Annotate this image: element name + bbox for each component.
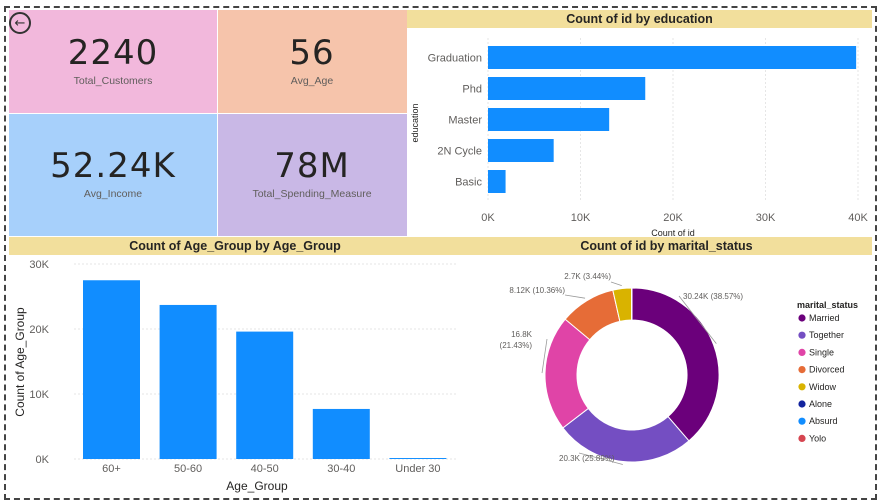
y-tick-label: 30K bbox=[29, 259, 49, 271]
x-tick-label: 10K bbox=[571, 212, 591, 224]
legend-marker bbox=[798, 314, 806, 322]
data-label: 16.8K bbox=[511, 330, 533, 339]
y-category-label: 2N Cycle bbox=[437, 146, 482, 158]
legend-marker bbox=[798, 383, 806, 391]
marital-status-donut-chart: 30.24K (38.57%) 20.3K (25.89%) 16.8K (21.43… bbox=[500, 272, 858, 465]
avg-age-card: 56 Avg_Age bbox=[217, 10, 407, 113]
card-value: 52.24K bbox=[50, 146, 176, 186]
legend-item[interactable]: Widow bbox=[809, 382, 837, 392]
leader-line bbox=[610, 281, 622, 286]
card-label: Avg_Age bbox=[290, 75, 334, 87]
legend-item[interactable]: Yolo bbox=[809, 433, 826, 443]
age-group-bar-chart: 0K 10K 20K 30K 60+ 50-60 40-50 30-40 Under 30 Age… bbox=[13, 259, 457, 493]
legend-item[interactable]: Divorced bbox=[809, 365, 845, 375]
card-label: Total_Spending_Measure bbox=[252, 188, 372, 200]
card-label: Total_Customers bbox=[73, 75, 153, 87]
x-axis-title: Age_Group bbox=[226, 479, 288, 493]
data-label: 2.7K (3.44%) bbox=[564, 272, 611, 281]
back-button[interactable]: ← bbox=[9, 12, 31, 34]
y-category-label: Basic bbox=[455, 177, 482, 189]
card-value: 2240 bbox=[67, 33, 159, 73]
education-bar[interactable] bbox=[488, 46, 857, 69]
education-bar[interactable] bbox=[488, 108, 610, 131]
legend-marker bbox=[798, 417, 806, 425]
x-category-label: Under 30 bbox=[395, 463, 440, 475]
y-category-label: Master bbox=[448, 115, 482, 127]
age-group-chart-title: Count of Age_Group by Age_Group bbox=[9, 237, 461, 255]
y-tick-label: 20K bbox=[29, 324, 49, 336]
education-bar-chart: 0K 10K 20K 30K 40K Graduation Phd Master 2N Cycl… bbox=[410, 38, 868, 236]
y-category-label: Phd bbox=[462, 84, 482, 96]
x-tick-label: 0K bbox=[481, 212, 495, 224]
education-bar[interactable] bbox=[488, 139, 554, 162]
x-tick-label: 40K bbox=[848, 212, 868, 224]
age-group-bar[interactable] bbox=[389, 458, 447, 459]
data-label: (21.43%) bbox=[500, 341, 533, 350]
card-value: 56 bbox=[289, 33, 335, 73]
legend-item[interactable]: Together bbox=[809, 330, 844, 340]
y-tick-label: 0K bbox=[36, 454, 50, 466]
education-bar[interactable] bbox=[488, 170, 506, 193]
y-tick-label: 10K bbox=[29, 389, 49, 401]
legend-marker bbox=[798, 331, 806, 339]
x-tick-label: 30K bbox=[756, 212, 776, 224]
y-category-label: Graduation bbox=[428, 53, 482, 65]
x-axis-title: Count of id bbox=[651, 228, 695, 236]
card-value: 78M bbox=[274, 146, 350, 186]
marital-chart-title: Count of id by marital_status bbox=[461, 237, 872, 255]
avg-income-card: 52.24K Avg_Income bbox=[9, 113, 217, 236]
x-tick-label: 20K bbox=[663, 212, 683, 224]
legend-marker bbox=[798, 434, 806, 442]
leader-line bbox=[541, 338, 548, 374]
total-customers-card: 2240 Total_Customers bbox=[9, 10, 217, 113]
education-bar[interactable] bbox=[488, 77, 646, 100]
total-spending-card: 78M Total_Spending_Measure bbox=[217, 113, 407, 236]
data-label: 30.24K (38.57%) bbox=[683, 292, 743, 301]
legend-marker bbox=[798, 348, 806, 356]
legend-title: marital_status bbox=[797, 300, 858, 310]
legend-item[interactable]: Alone bbox=[809, 399, 832, 409]
legend-item[interactable]: Absurd bbox=[809, 416, 838, 426]
age-group-bar[interactable] bbox=[236, 331, 294, 459]
age-group-bar[interactable] bbox=[83, 280, 140, 459]
y-axis-title: Count of Age_Group bbox=[13, 307, 27, 417]
y-axis-title: education bbox=[410, 103, 420, 142]
x-category-label: 50-60 bbox=[174, 463, 202, 475]
donut-slice[interactable] bbox=[544, 318, 591, 429]
x-category-label: 60+ bbox=[102, 463, 121, 475]
donut-slice[interactable] bbox=[631, 287, 720, 442]
leader-line bbox=[578, 452, 623, 465]
legend-item[interactable]: Single bbox=[809, 347, 834, 357]
legend-marker bbox=[798, 400, 806, 408]
education-chart-title: Count of id by education bbox=[407, 10, 872, 28]
card-label: Avg_Income bbox=[83, 188, 143, 200]
data-label: 20.3K (25.89%) bbox=[559, 454, 615, 463]
legend-marker bbox=[798, 366, 806, 374]
leader-line bbox=[678, 295, 717, 344]
leader-line bbox=[564, 294, 586, 299]
card-divider bbox=[9, 113, 407, 114]
legend-item[interactable]: Married bbox=[809, 313, 840, 323]
data-label: 8.12K (10.36%) bbox=[509, 286, 565, 295]
age-group-bar[interactable] bbox=[159, 304, 217, 459]
card-divider bbox=[217, 10, 218, 236]
age-group-bar[interactable] bbox=[312, 408, 370, 459]
x-category-label: 40-50 bbox=[251, 463, 279, 475]
arrow-left-circle-icon: ← bbox=[14, 15, 26, 31]
x-category-label: 30-40 bbox=[327, 463, 355, 475]
